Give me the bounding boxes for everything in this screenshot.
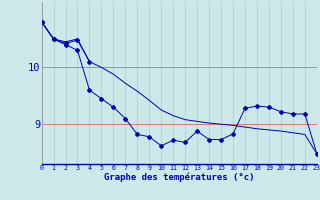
X-axis label: Graphe des températures (°c): Graphe des températures (°c) bbox=[104, 173, 254, 182]
